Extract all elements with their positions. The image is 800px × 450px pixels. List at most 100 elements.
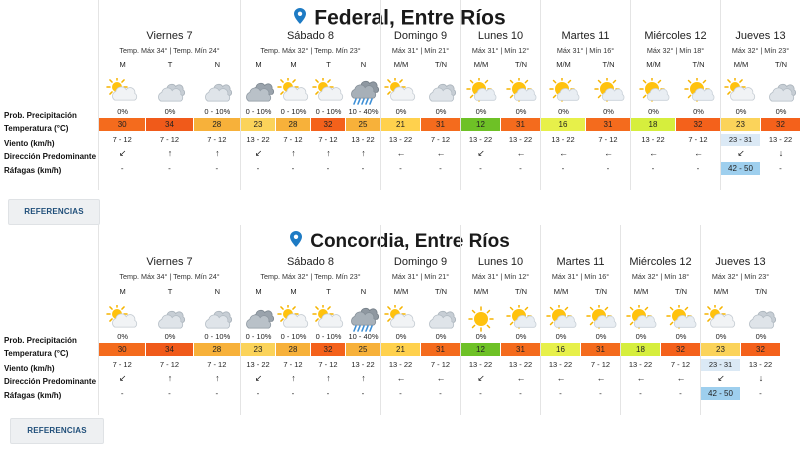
- period-label: T/N: [434, 60, 448, 69]
- wind-direction-arrow-icon: ↑: [167, 373, 173, 383]
- period-label: T/N: [514, 60, 528, 69]
- partly-cloudy-icon: [384, 76, 416, 101]
- wind-direction-arrow-icon: ↙: [717, 373, 725, 383]
- location-forecast-section: Federal, Entre Ríos Prob. Precipitación Te…: [4, 0, 800, 225]
- sun-cloud-icon: [638, 76, 669, 102]
- wind-value: 13 - 22: [388, 135, 413, 144]
- location-pin-icon: [294, 8, 307, 25]
- wind-direction-arrow-icon: ↙: [118, 373, 127, 383]
- day-name: Jueves 13: [735, 30, 786, 42]
- temperature-value: 18: [631, 118, 675, 131]
- day-name: Miércoles 12: [629, 256, 692, 268]
- day-name: Viernes 7: [146, 256, 193, 268]
- wind-value: 13 - 22: [351, 360, 375, 369]
- period-label: N: [360, 60, 367, 69]
- day-name: Jueves 13: [715, 256, 766, 268]
- partly-cloudy-icon: [105, 303, 137, 328]
- gust-value: -: [120, 389, 124, 398]
- wind-value: 7 - 12: [598, 135, 618, 144]
- wind-value: 13 - 22: [508, 135, 533, 144]
- period-label: M: [255, 60, 262, 69]
- location-title: Concordia, Entre Ríos: [0, 231, 800, 253]
- row-label: Ráfagas (km/h): [4, 391, 62, 400]
- gust-value: -: [519, 389, 522, 398]
- wind-direction-arrow-icon: ←: [436, 148, 446, 158]
- precipitation-value: 10 - 40%: [348, 332, 379, 341]
- gust-value: -: [120, 164, 124, 173]
- wind-direction-arrow-icon: ↑: [291, 148, 296, 158]
- day-column: Viernes 7 Temp. Máx 34° | Temp. Mín 24° M 0…: [98, 0, 240, 190]
- precipitation-value: 0%: [675, 332, 687, 341]
- wind-direction-arrow-icon: ←: [694, 148, 703, 158]
- weather-icon-cell: [464, 76, 498, 111]
- day-column: Jueves 13 Máx 32° | Mín 23° M/M 0% 23 23 - 31…: [700, 225, 780, 415]
- weather-icon-cell: [547, 76, 581, 111]
- day-column: Viernes 7 Temp. Máx 34° | Temp. Mín 24° M 0…: [98, 225, 240, 415]
- weather-icon-cell: [347, 305, 381, 338]
- cloudy-icon: [205, 83, 233, 102]
- wind-direction-arrow-icon: ↑: [291, 373, 296, 383]
- weather-icon-cell: [242, 305, 276, 338]
- partly-cloudy-icon: [311, 303, 343, 328]
- precipitation-value: 0%: [435, 332, 447, 341]
- referencias-button[interactable]: REFERENCIAS: [10, 418, 104, 444]
- day-temp-summary: Máx 31° | Mín 12°: [471, 46, 530, 55]
- day-column: Domingo 9 Máx 31° | Mín 21° M/M 0% 21 13 - 22…: [380, 225, 460, 415]
- wind-value: 13 - 22: [748, 360, 773, 369]
- period-label: T/N: [774, 60, 788, 69]
- temperature-value: 28: [276, 343, 310, 356]
- partly-cloudy-icon: [276, 76, 308, 101]
- temperature-value: 32: [741, 343, 780, 356]
- day-name: Domingo 9: [393, 30, 448, 42]
- cloudy-icon: [158, 83, 185, 102]
- gust-value: -: [599, 389, 602, 398]
- day-column: Miércoles 12 Máx 32° | Mín 18° M/M 0% 18 13 -…: [620, 225, 700, 415]
- wind-value: 23 - 31: [701, 359, 740, 371]
- row-label: Dirección Predominante: [4, 152, 97, 161]
- wind-direction-arrow-icon: ↑: [215, 373, 220, 383]
- temperature-value: 32: [761, 118, 800, 131]
- precipitation-value: 0%: [555, 332, 567, 341]
- wind-value: 7 - 12: [670, 360, 691, 369]
- wind-value: 7 - 12: [112, 360, 132, 369]
- referencias-button[interactable]: REFERENCIAS: [8, 199, 100, 225]
- precipitation-value: 0 - 10%: [280, 332, 307, 341]
- row-label: Prob. Precipitación: [4, 111, 77, 120]
- gust-value: -: [639, 389, 642, 398]
- wind-direction-arrow-icon: ↙: [477, 373, 485, 383]
- period-label: M/M: [553, 287, 569, 296]
- period-label: T/N: [692, 60, 705, 69]
- gust-value: -: [759, 389, 762, 398]
- gust-value: -: [215, 389, 219, 398]
- period-label: M/M: [556, 60, 571, 69]
- period-label: T/N: [674, 287, 688, 296]
- sun-cloud-icon: [548, 76, 579, 102]
- precipitation-value: 0%: [715, 332, 727, 341]
- location-name: Federal, Entre Ríos: [314, 6, 506, 30]
- wind-direction-arrow-icon: ↑: [326, 148, 331, 158]
- wind-value: 7 - 12: [688, 135, 708, 144]
- location-pin-icon: [290, 231, 303, 247]
- period-label: T/N: [602, 60, 615, 69]
- day-temp-summary: Máx 31° | Mín 21°: [391, 272, 450, 281]
- gust-value: -: [399, 389, 402, 398]
- temperature-value: 32: [311, 118, 345, 131]
- gust-value: 42 - 50: [721, 162, 760, 175]
- weather-icon-cell: [200, 305, 234, 338]
- gust-value: -: [439, 164, 442, 173]
- precipitation-value: 0%: [117, 107, 129, 116]
- gust-value: -: [361, 389, 365, 398]
- day-name: Sábado 8: [286, 256, 335, 268]
- row-label: Temperatura (°C): [4, 124, 69, 133]
- wind-value: 7 - 12: [318, 360, 338, 369]
- temperature-value: 23: [721, 118, 760, 131]
- day-temp-summary: Máx 32° | Mín 23°: [711, 272, 770, 281]
- gust-value: -: [696, 164, 700, 173]
- period-label: M/M: [713, 287, 729, 296]
- period-label: T/N: [594, 287, 608, 296]
- weather-icon-cell: [153, 78, 187, 111]
- wind-direction-arrow-icon: ←: [396, 148, 406, 158]
- weather-icon-cell: [276, 303, 311, 338]
- day-temp-summary: Máx 31° | Mín 16°: [551, 272, 610, 281]
- period-label: N: [214, 60, 221, 69]
